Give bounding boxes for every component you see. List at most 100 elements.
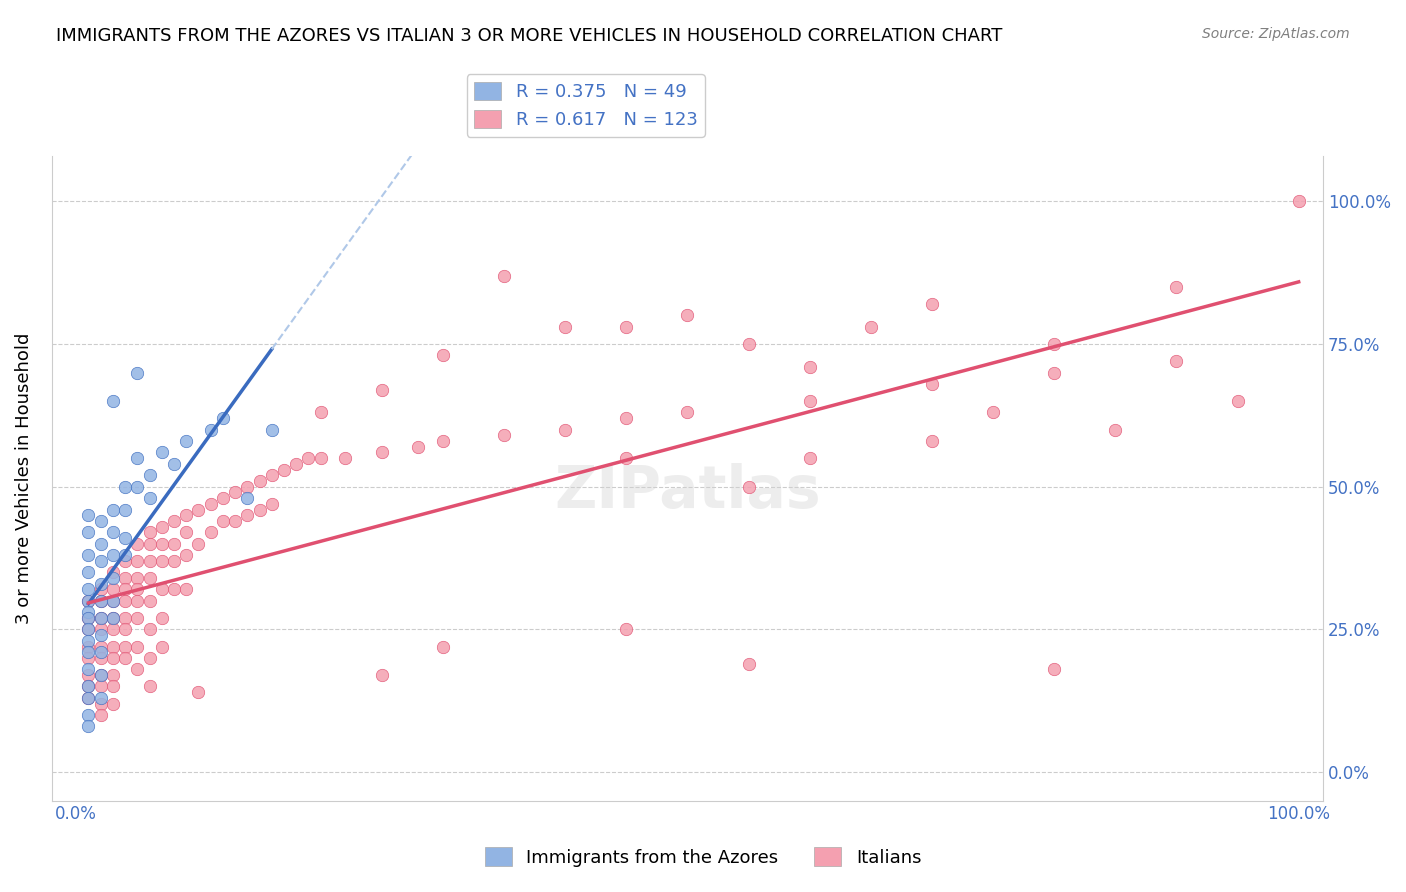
Point: [859, 319, 882, 334]
Point: [101, 680, 124, 694]
Point: [249, 502, 271, 516]
Point: [90, 611, 112, 625]
Point: [114, 571, 136, 585]
Point: [138, 623, 160, 637]
Point: [127, 640, 149, 654]
Point: [174, 508, 197, 523]
Point: [981, 405, 1004, 419]
Point: [77, 719, 100, 733]
Point: [77, 651, 100, 665]
Point: [1226, 394, 1249, 409]
Point: [114, 640, 136, 654]
Point: [114, 548, 136, 562]
Point: [90, 623, 112, 637]
Point: [114, 623, 136, 637]
Point: [101, 668, 124, 682]
Point: [150, 537, 173, 551]
Point: [77, 640, 100, 654]
Point: [77, 633, 100, 648]
Point: [101, 623, 124, 637]
Point: [432, 348, 454, 362]
Point: [737, 657, 759, 671]
Point: [614, 319, 637, 334]
Point: [90, 690, 112, 705]
Point: [236, 480, 259, 494]
Point: [127, 571, 149, 585]
Point: [138, 491, 160, 505]
Point: [77, 680, 100, 694]
Point: [90, 576, 112, 591]
Point: [101, 640, 124, 654]
Point: [150, 640, 173, 654]
Point: [224, 485, 246, 500]
Point: [236, 491, 259, 505]
Point: [163, 514, 186, 528]
Point: [90, 611, 112, 625]
Point: [114, 582, 136, 597]
Point: [163, 457, 186, 471]
Point: [1043, 366, 1066, 380]
Point: [150, 554, 173, 568]
Point: [77, 611, 100, 625]
Point: [114, 594, 136, 608]
Point: [1288, 194, 1310, 209]
Point: [101, 594, 124, 608]
Point: [200, 423, 222, 437]
Point: [114, 480, 136, 494]
Point: [1043, 662, 1066, 676]
Point: [371, 383, 394, 397]
Point: [297, 451, 319, 466]
Point: [554, 423, 576, 437]
Point: [174, 434, 197, 448]
Point: [236, 508, 259, 523]
Point: [224, 514, 246, 528]
Point: [494, 428, 516, 442]
Point: [77, 605, 100, 619]
Point: [77, 508, 100, 523]
Point: [77, 690, 100, 705]
Text: IMMIGRANTS FROM THE AZORES VS ITALIAN 3 OR MORE VEHICLES IN HOUSEHOLD CORRELATIO: IMMIGRANTS FROM THE AZORES VS ITALIAN 3 …: [56, 27, 1002, 45]
Point: [77, 582, 100, 597]
Point: [114, 502, 136, 516]
Point: [273, 462, 295, 476]
Point: [737, 337, 759, 351]
Point: [101, 651, 124, 665]
Point: [614, 623, 637, 637]
Point: [90, 680, 112, 694]
Point: [77, 525, 100, 540]
Point: [494, 268, 516, 283]
Point: [127, 537, 149, 551]
Point: [101, 611, 124, 625]
Point: [174, 582, 197, 597]
Point: [90, 514, 112, 528]
Point: [90, 651, 112, 665]
Point: [150, 519, 173, 533]
Point: [138, 594, 160, 608]
Point: [77, 594, 100, 608]
Point: [921, 376, 943, 391]
Point: [101, 594, 124, 608]
Point: [101, 525, 124, 540]
Point: [138, 651, 160, 665]
Point: [408, 440, 430, 454]
Point: [90, 537, 112, 551]
Point: [138, 525, 160, 540]
Point: [260, 468, 283, 483]
Point: [371, 445, 394, 459]
Point: [309, 451, 332, 466]
Point: [90, 640, 112, 654]
Point: [127, 662, 149, 676]
Point: [127, 554, 149, 568]
Point: [187, 502, 209, 516]
Text: ZIPatlas: ZIPatlas: [554, 463, 821, 519]
Point: [212, 411, 235, 425]
Point: [127, 366, 149, 380]
Point: [174, 548, 197, 562]
Point: [77, 623, 100, 637]
Point: [101, 548, 124, 562]
Legend: Immigrants from the Azores, Italians: Immigrants from the Azores, Italians: [478, 840, 928, 874]
Point: [737, 480, 759, 494]
Point: [90, 554, 112, 568]
Point: [90, 668, 112, 682]
Point: [127, 451, 149, 466]
